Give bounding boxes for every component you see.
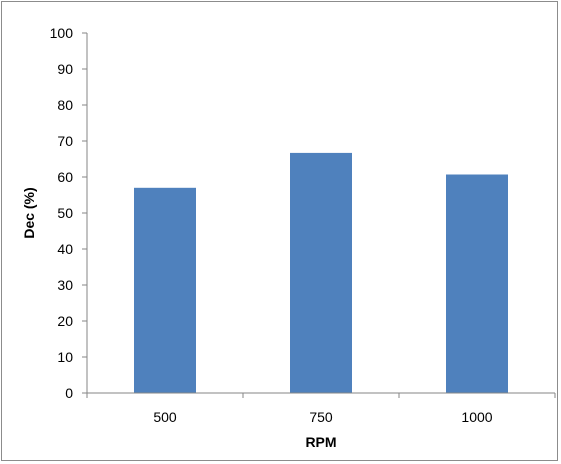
bar-1000 xyxy=(446,174,508,393)
y-axis-ticks: 0 10 20 30 40 50 60 70 80 90 100 xyxy=(50,25,87,401)
y-tick-label: 30 xyxy=(57,277,73,293)
y-tick-label: 80 xyxy=(57,97,73,113)
bar-750 xyxy=(290,152,352,393)
y-tick-label: 90 xyxy=(57,61,73,77)
bars-group xyxy=(134,152,508,393)
y-tick-label: 70 xyxy=(57,133,73,149)
x-tick-label: 500 xyxy=(153,409,177,425)
y-axis-title: Dec (%) xyxy=(21,187,37,238)
bar-500 xyxy=(134,187,196,393)
y-tick-label: 100 xyxy=(50,25,74,41)
y-tick-label: 10 xyxy=(57,349,73,365)
y-tick-label: 20 xyxy=(57,313,73,329)
x-axis-ticks: 500 750 1000 xyxy=(86,393,556,425)
x-tick-label: 750 xyxy=(309,409,333,425)
y-tick-label: 60 xyxy=(57,169,73,185)
y-tick-label: 50 xyxy=(57,205,73,221)
x-axis-title: RPM xyxy=(305,434,336,450)
y-tick-label: 40 xyxy=(57,241,73,257)
x-tick-label: 1000 xyxy=(461,409,492,425)
y-tick-label: 0 xyxy=(65,385,73,401)
